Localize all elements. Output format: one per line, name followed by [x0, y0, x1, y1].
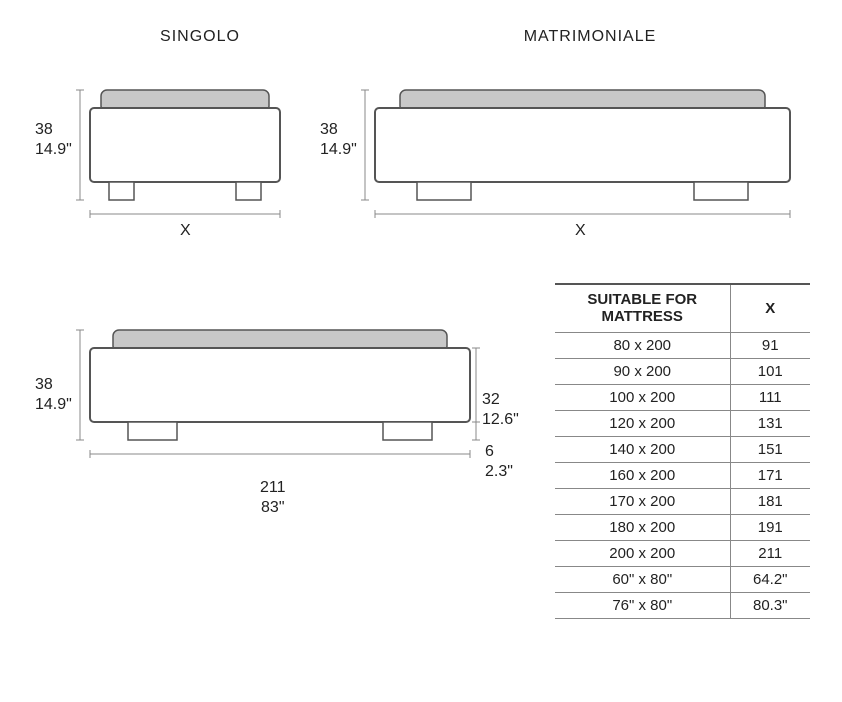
x-value: 131	[730, 410, 810, 436]
table-row: 100 x 200111	[555, 384, 810, 410]
table-row: 120 x 200131	[555, 410, 810, 436]
table-row: 140 x 200151	[555, 436, 810, 462]
dim-foot-in: 2.3"	[485, 462, 513, 482]
dim-body-cm: 32	[482, 390, 519, 410]
dim-height-matrimoniale: 38 14.9"	[320, 120, 357, 160]
mattress-size: 90 x 200	[555, 358, 730, 384]
x-value: 64.2"	[730, 566, 810, 592]
mattress-size: 170 x 200	[555, 488, 730, 514]
table-header-row: SUITABLE FOR MATTRESS X	[555, 284, 810, 332]
dim-body-height: 32 12.6"	[482, 390, 519, 430]
dim-height-side: 38 14.9"	[35, 375, 72, 415]
dim-foot-cm: 6	[485, 442, 513, 462]
table-row: 80 x 20091	[555, 332, 810, 358]
x-value: 181	[730, 488, 810, 514]
table-row: 76" x 80"80.3"	[555, 592, 810, 618]
mattress-size: 180 x 200	[555, 514, 730, 540]
x-value: 211	[730, 540, 810, 566]
table-row: 170 x 200181	[555, 488, 810, 514]
x-value: 151	[730, 436, 810, 462]
mattress-size: 140 x 200	[555, 436, 730, 462]
table-row: 160 x 200171	[555, 462, 810, 488]
mattress-size: 100 x 200	[555, 384, 730, 410]
dim-height-cm-2: 38	[320, 120, 357, 140]
mattress-size: 120 x 200	[555, 410, 730, 436]
dim-height-cm: 38	[35, 120, 72, 140]
x-value: 191	[730, 514, 810, 540]
x-label-singolo: X	[180, 222, 191, 240]
mattress-size: 80 x 200	[555, 332, 730, 358]
x-value: 91	[730, 332, 810, 358]
dim-height-in-2: 14.9"	[320, 140, 357, 160]
dim-foot-height: 6 2.3"	[485, 442, 513, 482]
dim-length: 211 83"	[260, 478, 286, 518]
mattress-size-table: SUITABLE FOR MATTRESS X 80 x 2009190 x 2…	[555, 283, 810, 619]
mattress-size: 200 x 200	[555, 540, 730, 566]
x-label-matrimoniale: X	[575, 222, 586, 240]
table-row: 180 x 200191	[555, 514, 810, 540]
dim-height-cm-3: 38	[35, 375, 72, 395]
table-row: 200 x 200211	[555, 540, 810, 566]
dim-length-in: 83"	[260, 498, 286, 518]
x-value: 171	[730, 462, 810, 488]
table-row: 90 x 200101	[555, 358, 810, 384]
table-head-x: X	[730, 284, 810, 332]
dim-body-in: 12.6"	[482, 410, 519, 430]
dim-length-cm: 211	[260, 478, 286, 498]
mattress-size: 160 x 200	[555, 462, 730, 488]
table-head-mattress: SUITABLE FOR MATTRESS	[555, 284, 730, 332]
dim-height-in-3: 14.9"	[35, 395, 72, 415]
dim-height-in: 14.9"	[35, 140, 72, 160]
x-value: 101	[730, 358, 810, 384]
x-value: 111	[730, 384, 810, 410]
x-value: 80.3"	[730, 592, 810, 618]
mattress-size: 60" x 80"	[555, 566, 730, 592]
table-row: 60" x 80"64.2"	[555, 566, 810, 592]
dim-height-singolo: 38 14.9"	[35, 120, 72, 160]
mattress-size: 76" x 80"	[555, 592, 730, 618]
